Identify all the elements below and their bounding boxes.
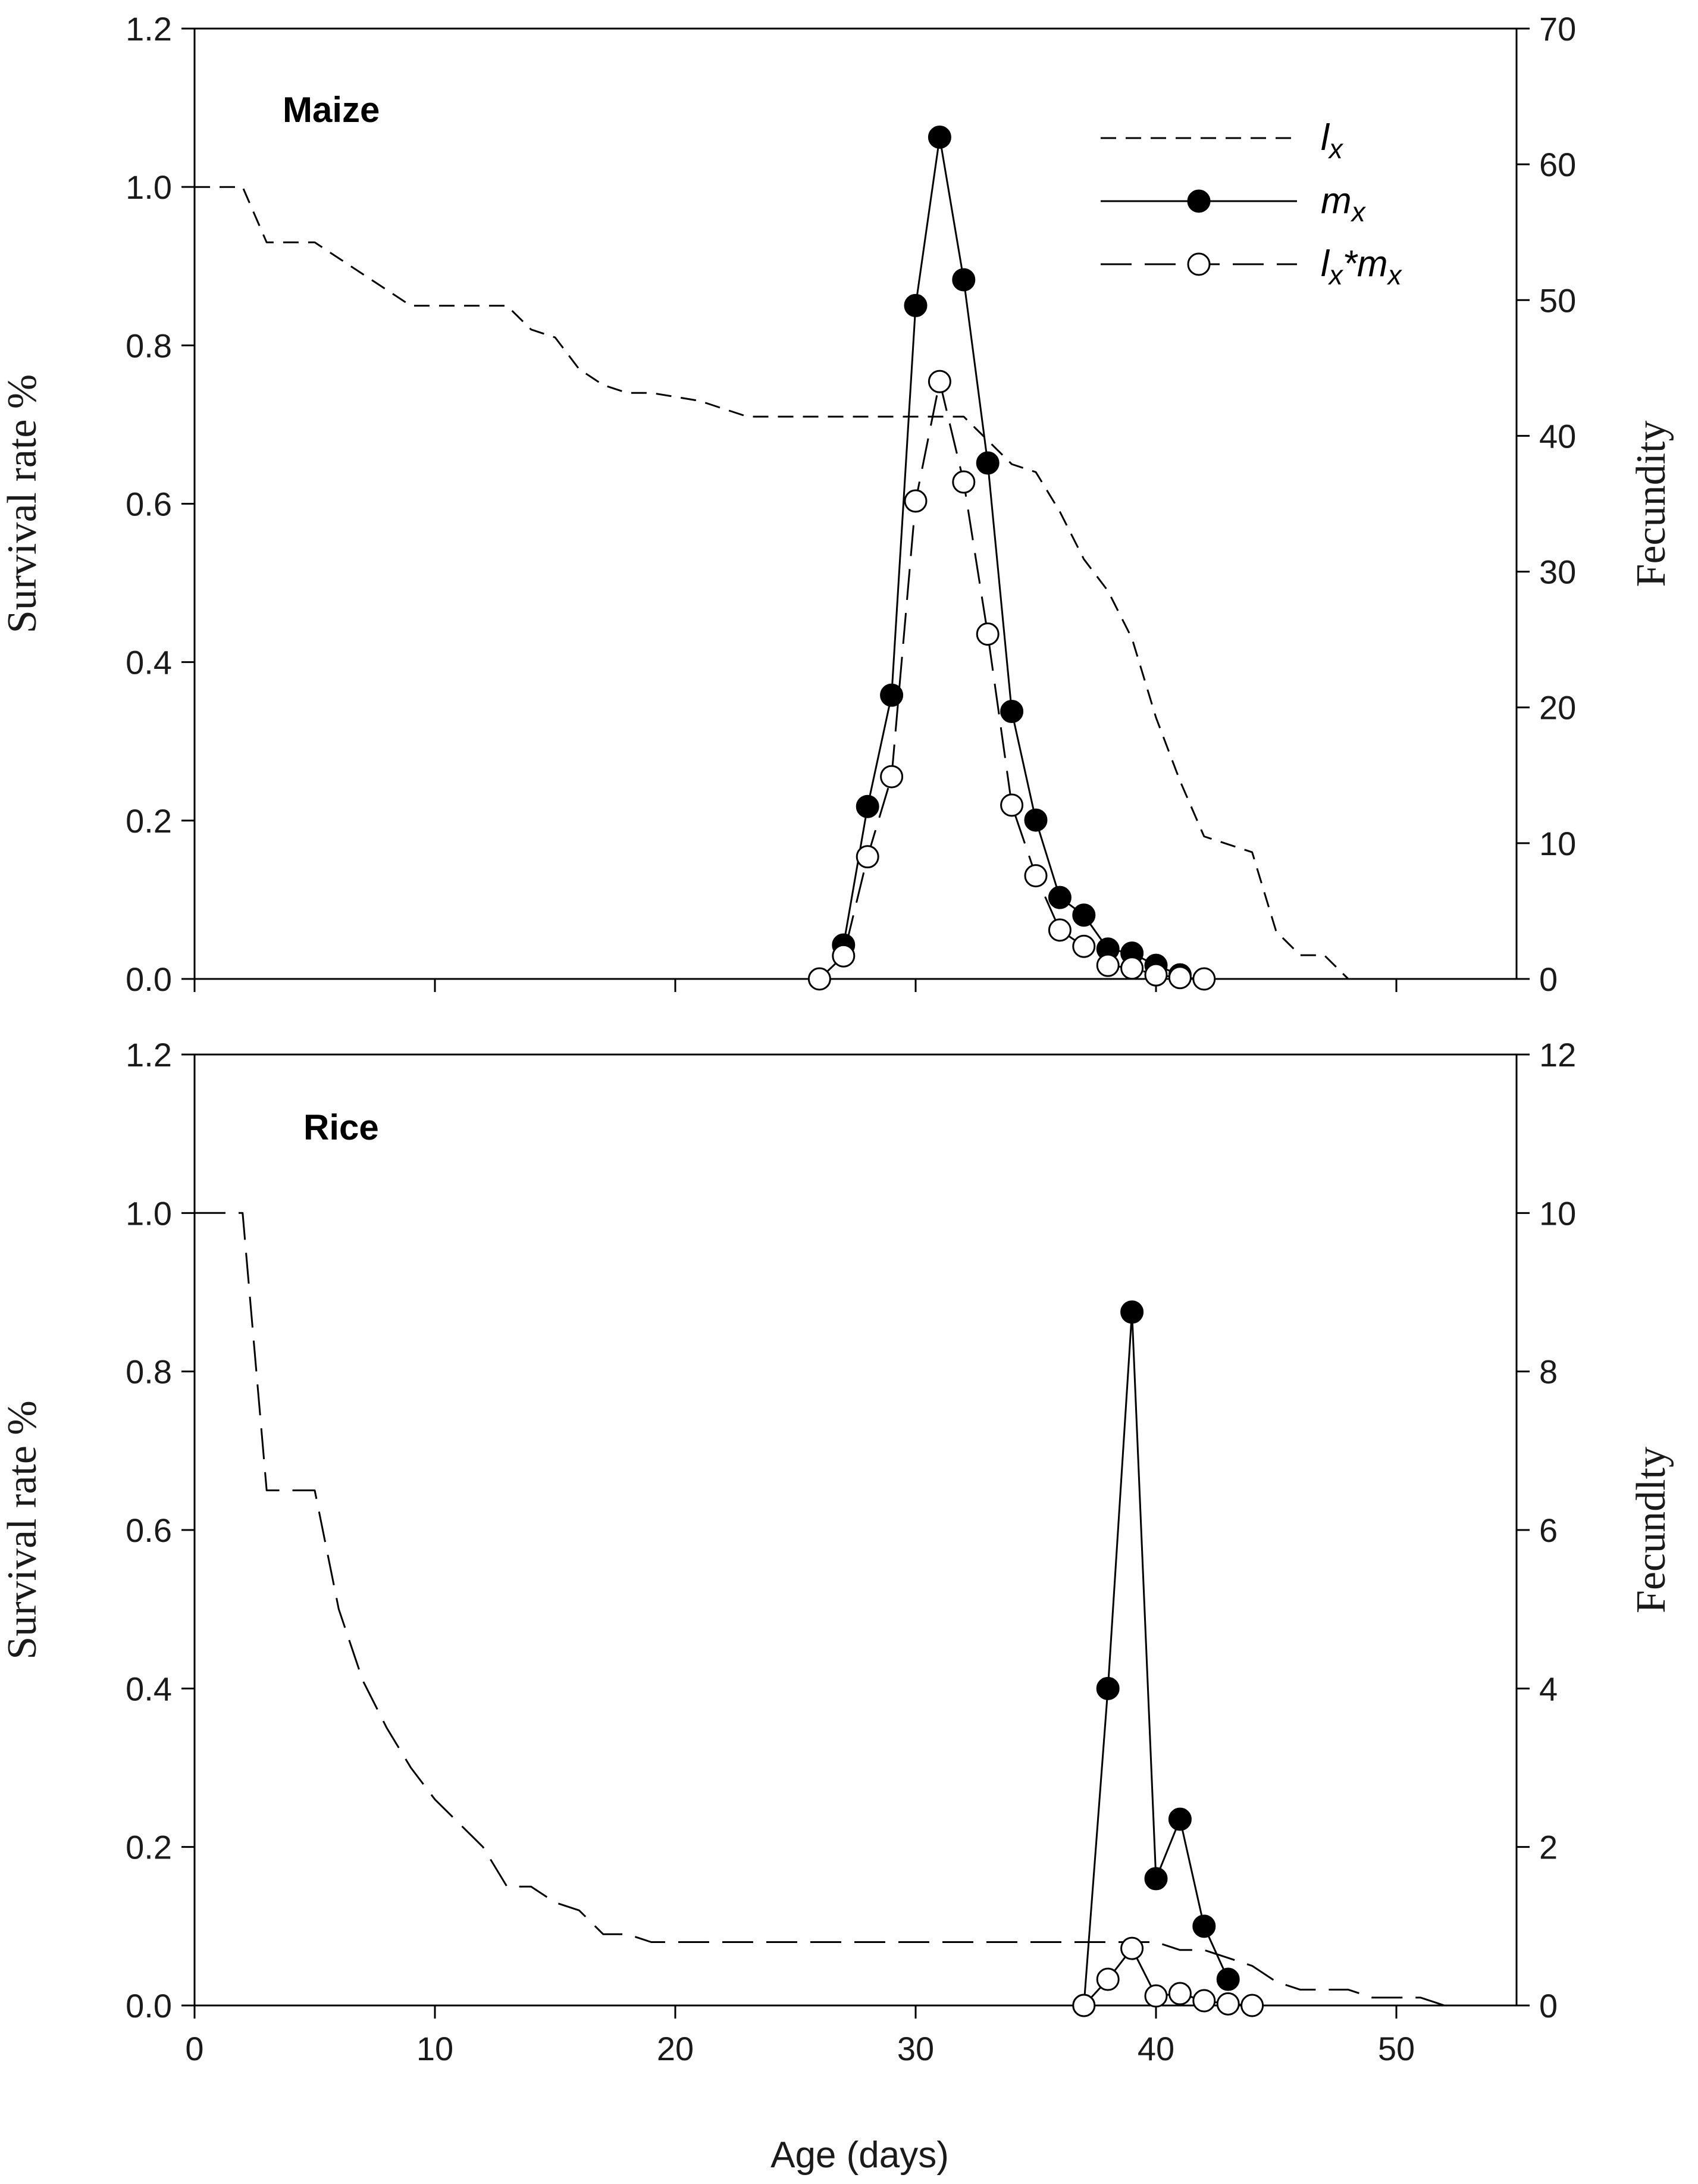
- data-point-lxmx: [1192, 967, 1216, 991]
- left-tick-label: 1.2: [126, 10, 172, 48]
- data-point-lxmx: [1096, 1967, 1120, 1991]
- right-tick-label: 60: [1539, 146, 1576, 183]
- right-tick-label: 2: [1539, 1829, 1558, 1866]
- legend-marker-lxmx: [1187, 252, 1211, 276]
- data-point-lxmx: [1144, 963, 1168, 987]
- data-point-lxmx: [856, 845, 879, 869]
- legend: lx mx lx*mx: [1101, 117, 1403, 290]
- left-tick-label: 1.0: [126, 1194, 172, 1232]
- series-line-mx: [1083, 1311, 1229, 2006]
- data-point-lxmx: [1192, 1989, 1216, 2013]
- left-tick-label: 0.8: [126, 327, 172, 364]
- data-point-lxmx: [904, 489, 928, 513]
- data-point-lxmx: [1096, 953, 1120, 977]
- data-point-lxmx: [1120, 956, 1144, 980]
- right-tick-label: 30: [1539, 553, 1576, 591]
- data-point-lxmx: [928, 370, 951, 393]
- data-point-mx: [1096, 1676, 1120, 1700]
- left-tick-label: 0.0: [126, 960, 172, 998]
- data-point-mx: [976, 451, 1000, 475]
- left-axis-title: Survival rate %: [0, 374, 45, 633]
- legend-marker-mx: [1187, 189, 1211, 213]
- data-point-lxmx: [1144, 1984, 1168, 2008]
- left-tick-label: 0.2: [126, 1829, 172, 1866]
- x-tick-label: 50: [1378, 2030, 1415, 2067]
- data-point-lxmx: [1168, 1982, 1192, 2005]
- data-point-lxmx: [1216, 1992, 1240, 2016]
- data-point-lxmx: [1024, 864, 1048, 888]
- data-point-lxmx: [1000, 793, 1024, 817]
- right-tick-label: 20: [1539, 689, 1576, 727]
- right-tick-label: 8: [1539, 1353, 1558, 1391]
- data-point-mx: [904, 293, 928, 317]
- series-line-lx: [195, 1212, 1445, 2007]
- plot-frame: [193, 1053, 1518, 2007]
- data-point-mx: [1120, 1300, 1144, 1324]
- data-point-mx: [1072, 903, 1096, 927]
- data-point-mx: [1192, 1914, 1216, 1938]
- right-tick-label: 0: [1539, 960, 1558, 998]
- right-tick-label: 0: [1539, 1987, 1558, 2025]
- right-tick-label: 10: [1539, 825, 1576, 862]
- x-axis-title: Age (days): [770, 2135, 949, 2176]
- left-tick-label: 0.8: [126, 1353, 172, 1391]
- data-point-lxmx: [880, 765, 904, 789]
- data-point-mx: [1000, 700, 1024, 724]
- panel-title: Rice: [303, 1107, 379, 1147]
- data-point-mx: [928, 126, 951, 149]
- data-point-lxmx: [976, 622, 1000, 646]
- left-axis-title: Survival rate %: [0, 1400, 45, 1659]
- data-point-lxmx: [1072, 1994, 1096, 2017]
- left-tick-label: 0.6: [126, 486, 172, 523]
- data-point-mx: [880, 683, 904, 707]
- data-point-lxmx: [1072, 934, 1096, 958]
- data-point-mx: [952, 268, 976, 292]
- legend-label-lxmx: lx*mx: [1321, 243, 1403, 290]
- legend-label-mx: mx: [1321, 180, 1367, 227]
- right-tick-label: 12: [1539, 1036, 1576, 1074]
- data-point-mx: [1216, 1967, 1240, 1991]
- right-tick-label: 50: [1539, 281, 1576, 319]
- left-tick-label: 0.4: [126, 644, 172, 681]
- data-point-mx: [1048, 886, 1072, 909]
- left-tick-label: 1.2: [126, 1036, 172, 1074]
- rice-panel: 0.0 0.2 0.4 0.6 0.8 1.0 1.2 0 2 4 6 8 10 12 0 10 20 30 40 5…: [0, 1036, 1674, 2067]
- data-point-lxmx: [1048, 918, 1072, 942]
- right-tick-label: 4: [1539, 1670, 1558, 1707]
- data-point-lxmx: [1168, 966, 1192, 990]
- data-point-lxmx: [1120, 1936, 1144, 1960]
- plot-frame: [193, 27, 1518, 980]
- left-tick-label: 0.4: [126, 1670, 172, 1707]
- series-line-mx: [842, 136, 1180, 976]
- x-tick-label: 10: [416, 2030, 453, 2067]
- panel-title: Maize: [283, 90, 380, 130]
- right-tick-label: 10: [1539, 1194, 1576, 1232]
- data-point-lxmx: [1240, 1994, 1264, 2017]
- right-axis-title: Fecundity: [1628, 421, 1674, 587]
- x-tick-label: 20: [657, 2030, 694, 2067]
- right-tick-label: 40: [1539, 417, 1576, 455]
- data-point-lxmx: [832, 944, 856, 968]
- right-axis-title: Fecundlty: [1628, 1447, 1674, 1613]
- data-point-mx: [1144, 1867, 1168, 1891]
- right-tick-label: 70: [1539, 10, 1576, 48]
- left-tick-label: 0.0: [126, 1987, 172, 2025]
- series-line-lx: [195, 186, 1349, 980]
- series-line-lxmx: [819, 380, 1204, 980]
- data-point-mx: [1168, 1807, 1192, 1831]
- x-tick-label: 40: [1138, 2030, 1174, 2067]
- x-tick-label: 30: [897, 2030, 934, 2067]
- data-point-mx: [1024, 808, 1048, 832]
- left-tick-label: 1.0: [126, 168, 172, 206]
- left-tick-label: 0.6: [126, 1512, 172, 1549]
- x-tick-label: 0: [185, 2030, 203, 2067]
- data-point-lxmx: [952, 470, 976, 494]
- legend-label-lx: lx: [1321, 117, 1344, 164]
- data-point-lxmx: [807, 967, 831, 991]
- right-tick-label: 6: [1539, 1512, 1558, 1549]
- left-tick-label: 0.2: [126, 802, 172, 840]
- maize-panel: 0.0 0.2 0.4 0.6 0.8 1.0 1.2 0 10 20 30 40 50 60 70 Surv…: [0, 10, 1674, 998]
- data-point-mx: [856, 794, 879, 818]
